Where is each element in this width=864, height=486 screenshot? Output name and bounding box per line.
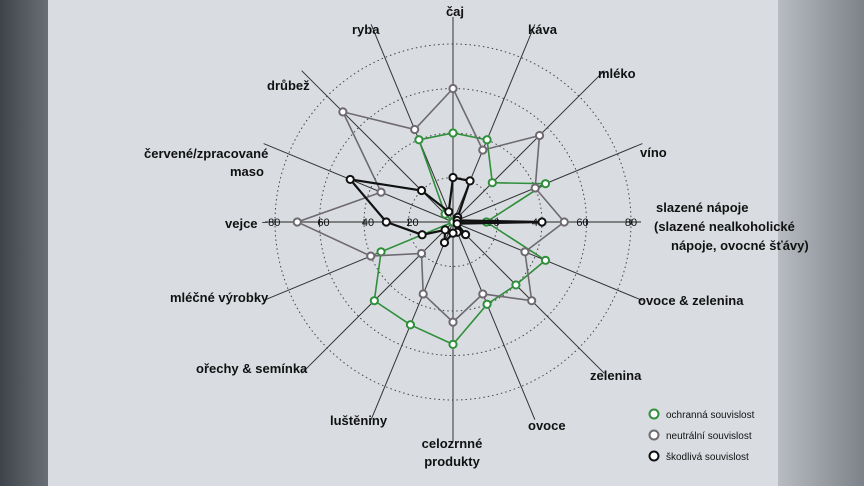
data-point: [534, 130, 545, 141]
legend-marker: [648, 408, 660, 420]
data-point: [376, 247, 386, 257]
category-label: ořechy & semínka: [196, 361, 308, 376]
category-label: slazené nápoje (slazené nealkoholické nápo…: [654, 200, 809, 253]
spoke-line: [301, 70, 454, 223]
series-line: [295, 87, 566, 324]
spoke-line: [370, 24, 454, 223]
data-point: [416, 185, 427, 196]
category-label: drůbež: [267, 78, 310, 93]
data-point: [439, 237, 450, 248]
category-label: červené/zpracované maso: [144, 146, 268, 179]
legend-marker: [648, 450, 660, 462]
spoke-line: [263, 143, 454, 223]
category-label: celozrnné produkty: [422, 436, 483, 469]
data-point: [482, 299, 492, 309]
data-point: [417, 230, 427, 240]
data-point: [444, 207, 454, 217]
data-point: [292, 217, 302, 227]
data-point: [478, 289, 488, 299]
tick-label-left: 40: [362, 217, 374, 229]
book-page: [48, 0, 778, 486]
data-point: [448, 172, 458, 183]
category-label: vejce: [225, 216, 258, 231]
data-point: [448, 128, 458, 138]
data-point: [530, 183, 540, 193]
data-point: [527, 296, 537, 306]
series-line: [373, 132, 549, 346]
series-1: [292, 83, 569, 327]
category-label: luštěniny: [330, 413, 388, 428]
data-point: [414, 135, 424, 145]
data-point: [537, 217, 547, 227]
data-point: [448, 228, 458, 238]
data-point: [448, 83, 458, 94]
data-point: [540, 255, 551, 265]
spoke-line: [452, 221, 536, 420]
category-label: ovoce: [528, 418, 566, 433]
data-point: [465, 176, 475, 186]
category-label: víno: [640, 145, 667, 160]
category-label: ovoce & zelenina: [638, 293, 744, 308]
legend: ochranná souvislost neutrální souvislost š…: [648, 408, 755, 463]
data-point: [418, 289, 428, 299]
data-point: [520, 247, 530, 257]
data-point: [511, 280, 521, 290]
category-label: mléčné výrobky: [170, 290, 269, 305]
data-point: [482, 135, 492, 145]
series-0: [369, 128, 551, 349]
data-point: [559, 217, 569, 227]
data-point: [376, 187, 386, 197]
data-point: [448, 317, 458, 327]
series-2: [345, 172, 547, 248]
legend-label: neutrální souvislost: [666, 431, 752, 442]
data-point: [369, 296, 379, 306]
tick-label-right: 80: [625, 217, 637, 229]
category-labels: čaj káva mléko víno slazené nápoje (slazené n…: [144, 4, 809, 469]
legend-label: ochranná souvislost: [666, 410, 755, 421]
data-point: [460, 229, 471, 240]
data-point: [366, 251, 376, 261]
tick-label-left: −80: [262, 217, 281, 229]
category-label: čaj: [446, 4, 464, 19]
tick-label-left: 20: [406, 217, 418, 229]
data-point: [405, 320, 416, 330]
legend-label: škodlivá souvislost: [666, 452, 749, 463]
category-label: ryba: [352, 22, 380, 37]
data-point: [452, 219, 462, 229]
page-edge: [778, 0, 864, 486]
legend-marker: [648, 429, 660, 441]
tick-label-right: 60: [576, 217, 588, 229]
data-point: [416, 248, 427, 259]
book-gutter-shadow: [0, 0, 48, 486]
data-point: [440, 225, 450, 235]
category-label: zelenina: [590, 368, 642, 383]
spoke-line: [452, 70, 605, 223]
data-point: [338, 107, 348, 117]
data-point: [381, 217, 391, 227]
data-point: [345, 174, 355, 185]
data-point: [448, 339, 458, 349]
data-point: [487, 178, 497, 188]
data-point: [540, 179, 551, 189]
series-layer: [292, 83, 569, 349]
tick-label-left: 60: [317, 217, 329, 229]
category-label: mléko: [598, 66, 636, 81]
data-point: [410, 124, 420, 135]
data-point: [478, 145, 488, 155]
category-label: káva: [528, 22, 558, 37]
